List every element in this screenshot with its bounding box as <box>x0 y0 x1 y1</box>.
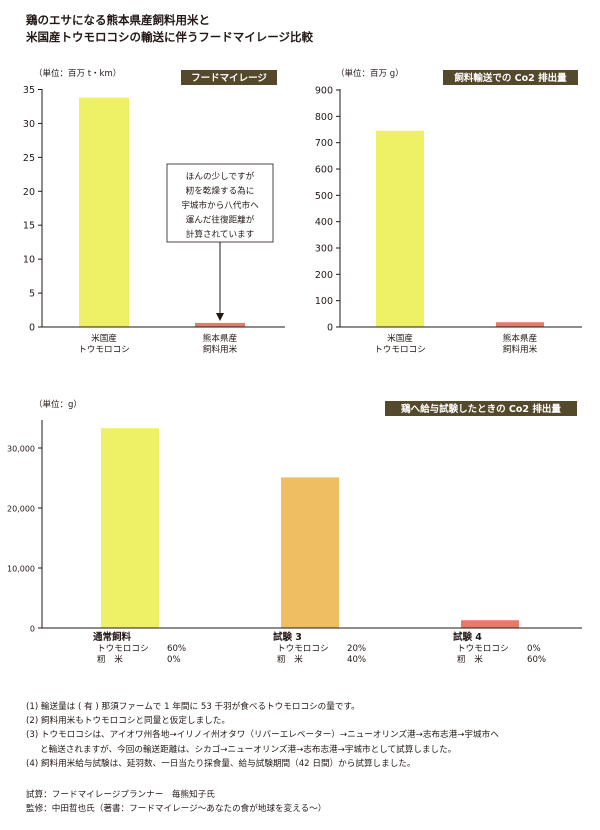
chart1-ytick-label: 25 <box>23 153 35 164</box>
chart1-ytick-label: 0 <box>29 323 35 334</box>
chart1-ytick-label: 20 <box>23 187 35 198</box>
footnote-2: (2) 飼料用米もトウモロコシと同量と仮定しました。 <box>26 716 230 727</box>
chart1-badge-bg <box>181 70 277 85</box>
footnotes: (1) 輸送量は ( 有 ) 那須ファームで 1 年間に 53 千羽が食べるトウ… <box>26 700 596 771</box>
chart1-annotation-line: 運んだ往復距離が <box>186 214 255 226</box>
page-title: 鶏のエサになる熊本県産飼料用米と 米国産トウモロコシの輸送に伴うフードマイレージ… <box>26 12 313 46</box>
footnote-3: (3) トウモロコシは、アイオワ州各地→イリノイ州オタワ（リバーエレベーター）→… <box>26 730 499 741</box>
chart1-badge-text: フードマイレージ <box>191 73 267 84</box>
chart1-category-label: 飼料用米 <box>203 343 238 355</box>
chart1-category-label: トウモロコシ <box>78 344 130 355</box>
title-line-2: 米国産トウモロコシの輸送に伴うフードマイレージ比較 <box>26 30 314 44</box>
chart1-annotation-line: ほんの少しですが <box>186 170 255 182</box>
credit-estimate: 試算：フードマイレージプランナー 毎熊知子氏 <box>26 790 215 800</box>
chart1-bar <box>79 97 129 328</box>
credits: 試算：フードマイレージプランナー 毎熊知子氏 監修：中田哲也氏（著書：フードマイ… <box>26 788 326 816</box>
chart1-ytick-label: 10 <box>23 255 35 266</box>
title-line-1: 鶏のエサになる熊本県産飼料用米と <box>26 13 210 27</box>
chart1-category-label: 熊本県産 <box>203 332 237 344</box>
chart1-annotation-box <box>166 163 274 243</box>
footnote-4: (4) 飼料用米給与試験は、延羽数、一日当たり採食量、給与試験期間（42 日間）… <box>26 758 416 769</box>
chart1-annotation-arrowhead <box>216 313 224 321</box>
chart1-unit-label: （単位：百万 t・km） <box>34 68 121 79</box>
chart1-ytick-label: 35 <box>23 85 35 96</box>
chart1-category-label: 米国産 <box>91 332 117 344</box>
footnote-1: (1) 輸送量は ( 有 ) 那須ファームで 1 年間に 53 千羽が食べるトウ… <box>26 702 360 712</box>
chart1-ytick-label: 5 <box>29 289 35 300</box>
footnote-3-continued: と輸送されますが、今回の輸送距離は、シカゴ→ニューオリンズ港→志布志港→宇城市と… <box>40 744 457 755</box>
chart1-annotation-line: 宇城市から八代市へ <box>181 199 259 211</box>
chart1-annotation-line: 籾を乾燥する為に <box>186 185 255 197</box>
chart1-ytick-label: 30 <box>23 119 35 130</box>
chart1-bar <box>195 322 245 327</box>
credit-supervision: 監修：中田哲也氏（著書：フードマイレージ～あなたの食が地球を変える～） <box>26 804 327 815</box>
chart1-annotation-line: 計算されています <box>186 228 255 240</box>
chart1-ytick-label: 15 <box>23 221 35 232</box>
